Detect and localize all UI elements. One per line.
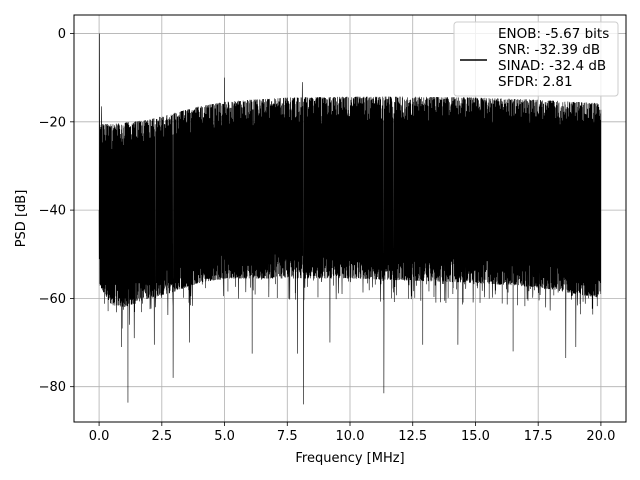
x-tick-label: 20.0 xyxy=(586,429,615,444)
x-tick-label: 10.0 xyxy=(336,429,365,444)
x-tick-label: 5.0 xyxy=(214,429,235,444)
plot-area xyxy=(98,33,602,405)
psd-trace xyxy=(98,33,602,405)
y-tick-label: −80 xyxy=(39,380,66,395)
legend-sfdr: SFDR: 2.81 xyxy=(498,74,573,90)
y-tick-label: −40 xyxy=(39,204,66,219)
x-tick-label: 17.5 xyxy=(524,429,553,444)
x-tick-label: 15.0 xyxy=(461,429,490,444)
x-tick-label: 12.5 xyxy=(398,429,427,444)
y-axis-ticks: 0 −20 −40 −60 −80 xyxy=(39,27,74,395)
x-tick-label: 2.5 xyxy=(151,429,172,444)
legend: ENOB: -5.67 bits SNR: -32.39 dB SINAD: -… xyxy=(453,21,619,97)
x-axis-label: Frequency [MHz] xyxy=(295,451,404,466)
legend-box xyxy=(453,21,619,97)
x-tick-label: 0.0 xyxy=(89,429,110,444)
y-axis-label: PSD [dB] xyxy=(14,190,29,248)
legend-snr: SNR: -32.39 dB xyxy=(498,42,600,58)
y-tick-label: −60 xyxy=(39,292,66,307)
y-tick-label: 0 xyxy=(58,27,66,42)
y-tick-label: −20 xyxy=(39,115,66,130)
x-tick-label: 7.5 xyxy=(277,429,298,444)
legend-enob: ENOB: -5.67 bits xyxy=(498,26,609,42)
x-axis-ticks: 0.0 2.5 5.0 7.5 10.0 12.5 15.0 17.5 20.0 xyxy=(89,422,615,444)
legend-sinad: SINAD: -32.4 dB xyxy=(498,58,606,74)
